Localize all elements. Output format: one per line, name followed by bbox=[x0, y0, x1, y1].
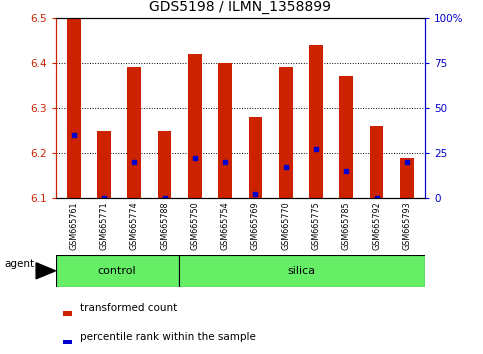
Bar bbox=[63, 311, 72, 315]
Bar bbox=[340, 76, 353, 198]
Text: silica: silica bbox=[288, 266, 316, 276]
Bar bbox=[249, 117, 262, 198]
Bar bbox=[279, 67, 293, 198]
Text: percentile rank within the sample: percentile rank within the sample bbox=[80, 332, 256, 342]
Bar bbox=[179, 255, 425, 287]
Title: GDS5198 / ILMN_1358899: GDS5198 / ILMN_1358899 bbox=[149, 0, 331, 14]
Bar bbox=[218, 63, 232, 198]
Bar bbox=[128, 67, 141, 198]
Bar bbox=[97, 131, 111, 198]
Bar bbox=[63, 339, 72, 344]
Bar bbox=[309, 45, 323, 198]
Bar bbox=[188, 54, 202, 198]
Bar bbox=[400, 158, 413, 198]
Polygon shape bbox=[36, 263, 56, 279]
Text: transformed count: transformed count bbox=[80, 303, 177, 313]
Text: agent: agent bbox=[4, 259, 35, 269]
Bar bbox=[67, 18, 81, 198]
Bar bbox=[370, 126, 384, 198]
Text: control: control bbox=[98, 266, 136, 276]
Bar bbox=[158, 131, 171, 198]
Bar bbox=[56, 255, 179, 287]
